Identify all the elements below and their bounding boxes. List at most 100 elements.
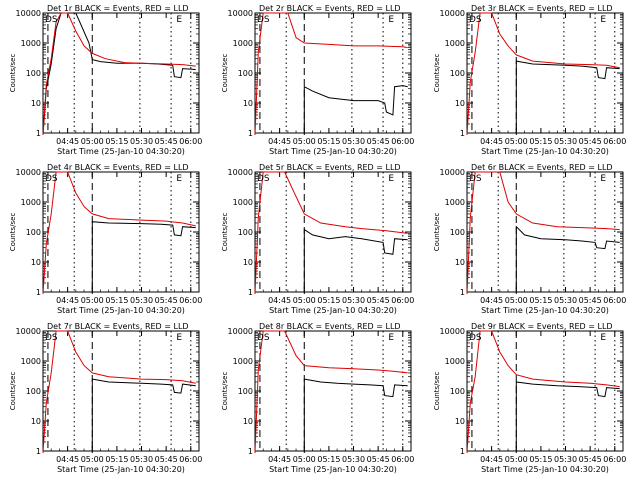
y-tick-label: 10000	[228, 327, 253, 336]
y-tick-label: 100	[238, 69, 253, 78]
y-tick-label: 10	[31, 99, 41, 108]
y-tick-label: 1	[460, 447, 465, 456]
y-tick-label: 10000	[440, 327, 465, 336]
x-tick-label: 04:45	[56, 455, 79, 464]
x-tick-label: 05:45	[579, 296, 602, 305]
x-tick-label: 05:45	[367, 296, 390, 305]
y-tick-label: 10	[31, 417, 41, 426]
chart-panel-1: Det 1r BLACK = Events, RED = LLD 1 10 100 10…	[9, 4, 202, 156]
y-tick-label: 10000	[16, 327, 41, 336]
x-tick-label: 05:30	[554, 455, 577, 464]
x-tick-label: 05:00	[293, 455, 316, 464]
plot-frame	[254, 12, 412, 134]
x-tick-label: 04:45	[480, 137, 503, 146]
plot-frame	[42, 12, 200, 134]
y-tick-label: 10	[243, 417, 253, 426]
plot-frame	[254, 330, 412, 452]
y-axis-label: Counts/sec	[433, 213, 441, 252]
x-tick-label: 05:30	[554, 137, 577, 146]
x-tick-label: 06:00	[391, 296, 414, 305]
y-axis-label: Counts/sec	[433, 54, 441, 93]
x-tick-label: 04:45	[56, 137, 79, 146]
chart-title: Det 1r BLACK = Events, RED = LLD	[47, 4, 189, 13]
y-tick-label: 1000	[233, 357, 253, 366]
series-line-lld	[466, 171, 620, 295]
x-axis-label: Start Time (25-Jan-10 04:30:20)	[481, 465, 609, 474]
series-line-events	[303, 228, 408, 294]
x-tick-label: 06:00	[391, 137, 414, 146]
x-tick-label: 05:00	[505, 296, 528, 305]
y-tick-label: 100	[450, 69, 465, 78]
x-tick-label: 05:00	[81, 296, 104, 305]
x-axis-label: Start Time (25-Jan-10 04:30:20)	[481, 306, 609, 315]
series-line-events	[91, 221, 196, 294]
chart-title: Det 7r BLACK = Events, RED = LLD	[47, 322, 189, 331]
y-tick-label: 100	[450, 228, 465, 237]
chart-title: Det 4r BLACK = Events, RED = LLD	[47, 163, 189, 172]
marker-e: E	[600, 333, 606, 343]
x-tick-label: 05:30	[342, 296, 365, 305]
y-tick-label: 10	[455, 99, 465, 108]
x-tick-label: 05:30	[130, 137, 153, 146]
x-tick-label: 04:45	[268, 137, 291, 146]
y-tick-label: 1	[248, 447, 253, 456]
x-tick-label: 05:30	[130, 455, 153, 464]
marker-ds: DS	[469, 15, 482, 25]
y-tick-label: 1	[248, 288, 253, 297]
y-axis-label: Counts/sec	[9, 54, 17, 93]
x-tick-label: 05:00	[505, 137, 528, 146]
series-line-lld	[466, 330, 620, 454]
y-axis-label: Counts/sec	[9, 372, 17, 411]
x-tick-label: 04:45	[480, 296, 503, 305]
y-tick-label: 100	[26, 387, 41, 396]
x-tick-label: 04:45	[56, 296, 79, 305]
x-axis-label: Start Time (25-Jan-10 04:30:20)	[57, 147, 185, 156]
chart-panel-6: Det 6r BLACK = Events, RED = LLD 1 10 100 10…	[433, 163, 626, 315]
marker-ds: DS	[469, 174, 482, 184]
chart-panel-8: Det 8r BLACK = Events, RED = LLD 1 10 100 10…	[221, 322, 414, 474]
marker-e: E	[600, 174, 606, 184]
y-tick-label: 10000	[440, 168, 465, 177]
marker-ds: DS	[45, 15, 58, 25]
series-line-events	[515, 225, 620, 294]
x-tick-label: 05:45	[155, 137, 178, 146]
y-tick-label: 1	[36, 288, 41, 297]
y-tick-label: 1000	[21, 39, 41, 48]
y-tick-label: 1	[248, 129, 253, 138]
plot-frame	[466, 171, 624, 293]
y-tick-label: 1000	[445, 357, 465, 366]
x-tick-label: 05:45	[367, 455, 390, 464]
x-tick-label: 05:15	[105, 296, 128, 305]
chart-title: Det 9r BLACK = Events, RED = LLD	[471, 322, 613, 331]
chart-title: Det 2r BLACK = Events, RED = LLD	[259, 4, 401, 13]
marker-ds: DS	[469, 333, 482, 343]
x-tick-label: 05:30	[342, 137, 365, 146]
series-line-lld	[42, 12, 196, 136]
y-tick-label: 10	[243, 99, 253, 108]
x-tick-label: 06:00	[179, 137, 202, 146]
marker-ds: DS	[257, 174, 270, 184]
y-tick-label: 10000	[440, 9, 465, 18]
series-line-lld	[42, 171, 196, 295]
y-tick-label: 100	[238, 387, 253, 396]
x-tick-label: 05:45	[579, 137, 602, 146]
x-tick-label: 04:45	[268, 455, 291, 464]
series-line-lld	[254, 171, 408, 295]
chart-title: Det 6r BLACK = Events, RED = LLD	[471, 163, 613, 172]
x-tick-label: 06:00	[603, 137, 626, 146]
x-tick-label: 06:00	[391, 455, 414, 464]
x-axis-label: Start Time (25-Jan-10 04:30:20)	[481, 147, 609, 156]
marker-e: E	[176, 174, 182, 184]
x-tick-label: 05:15	[317, 455, 340, 464]
x-tick-label: 05:15	[317, 296, 340, 305]
chart-title: Det 8r BLACK = Events, RED = LLD	[259, 322, 401, 331]
x-tick-label: 05:45	[155, 296, 178, 305]
x-axis-label: Start Time (25-Jan-10 04:30:20)	[57, 465, 185, 474]
y-axis-label: Counts/sec	[9, 213, 17, 252]
y-tick-label: 1	[460, 288, 465, 297]
x-tick-label: 06:00	[603, 296, 626, 305]
x-tick-label: 05:00	[293, 137, 316, 146]
x-axis-label: Start Time (25-Jan-10 04:30:20)	[269, 465, 397, 474]
plot-frame	[254, 171, 412, 293]
